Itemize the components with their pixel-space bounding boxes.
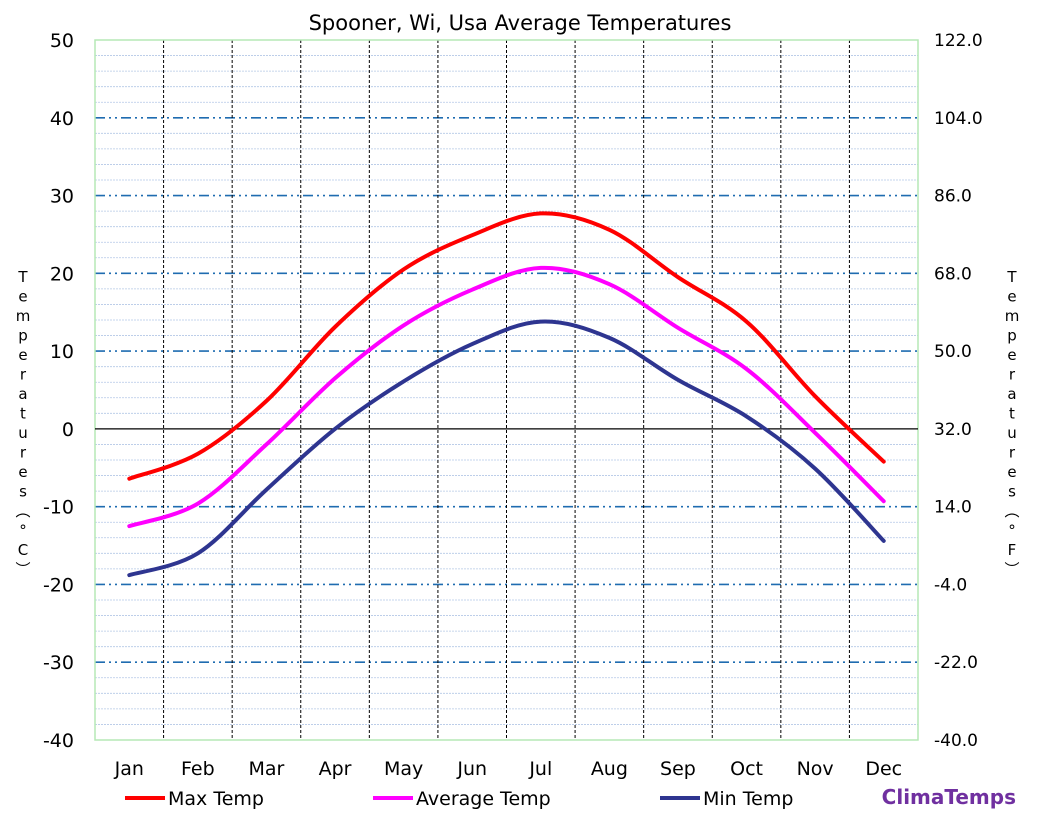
chart-title: Spooner, Wi, Usa Average Temperatures <box>309 11 732 35</box>
left-tick-label: -10 <box>43 497 74 519</box>
right-tick-label: 14.0 <box>934 498 972 518</box>
axis-label-char: r <box>1009 366 1016 384</box>
left-tick-label: -30 <box>43 652 74 674</box>
left-tick-label: 30 <box>50 186 74 208</box>
month-dividers <box>163 40 850 740</box>
right-tick-label: -40.0 <box>934 731 978 751</box>
right-tick-label: -22.0 <box>934 653 978 673</box>
axis-label-char: m <box>1005 307 1020 325</box>
axis-label-char: ° <box>19 522 27 540</box>
axis-label-char: p <box>1007 327 1017 345</box>
left-tick-label: -20 <box>43 574 74 596</box>
month-label: Nov <box>797 758 834 780</box>
month-label: Mar <box>249 758 285 780</box>
month-label: Sep <box>660 758 696 780</box>
max-temp-legend-label: Max Temp <box>168 788 264 810</box>
axis-label-char: r <box>20 444 27 462</box>
axis-label-char: ° <box>1008 522 1016 540</box>
axis-label-char: s <box>19 483 27 501</box>
left-tick-label: -40 <box>43 730 74 752</box>
average-temp-legend-label: Average Temp <box>416 788 551 810</box>
axis-label-char: t <box>1009 405 1015 423</box>
legend: Max Temp Average Temp Min Temp <box>125 788 793 810</box>
plot-frame <box>94 39 919 741</box>
axis-label-char: e <box>1007 346 1016 364</box>
axis-label-char: e <box>18 288 27 306</box>
axis-label-char: T <box>17 268 28 286</box>
left-tick-label: 50 <box>50 30 74 52</box>
month-label: Jan <box>114 758 144 780</box>
left-tick-label: 0 <box>62 419 74 441</box>
axis-label-char: r <box>20 366 27 384</box>
x-axis-labels: Jan Feb Mar Apr May Jun Jul Aug Sep Oct Nov Dec <box>114 758 902 780</box>
axis-label-char: u <box>1007 424 1017 442</box>
min-temp-legend-label: Min Temp <box>703 788 793 810</box>
climatemps-logo: ClimaTemps <box>882 785 1016 809</box>
axis-label-char: ︵ <box>1004 502 1019 520</box>
axis-label-char: r <box>1009 444 1016 462</box>
right-axis-ticks: -40.0 -22.0 -4.0 14.0 32.0 50.0 68.0 86.0 104.0 1… <box>934 31 983 751</box>
left-tick-label: 20 <box>50 263 74 285</box>
axis-label-char: e <box>1007 463 1016 481</box>
axis-label-char: e <box>1007 288 1016 306</box>
axis-label-char: s <box>1008 483 1016 501</box>
left-axis-ticks: -40 -30 -20 -10 0 10 20 30 40 50 <box>43 30 74 752</box>
right-axis-label: Temperatures︵°F︶ <box>1004 268 1019 579</box>
month-label: May <box>384 758 423 780</box>
max-temp-line <box>127 211 886 481</box>
month-label: Dec <box>865 758 902 780</box>
right-tick-label: 50.0 <box>934 342 972 362</box>
axis-label-char: a <box>18 385 27 403</box>
axis-label-char: t <box>20 405 26 423</box>
left-tick-label: 40 <box>50 108 74 130</box>
left-tick-label: 10 <box>50 341 74 363</box>
min-temp-line <box>127 319 886 578</box>
axis-label-char: e <box>18 463 27 481</box>
right-tick-label: 122.0 <box>934 31 983 51</box>
axis-label-char: ︶ <box>1004 561 1019 579</box>
right-tick-label: 68.0 <box>934 264 972 284</box>
month-label: Feb <box>181 758 215 780</box>
axis-label-char: ︶ <box>15 561 30 579</box>
month-label: Jun <box>456 758 487 780</box>
axis-label-char: u <box>18 424 28 442</box>
axis-label-char: m <box>16 307 31 325</box>
month-label: Oct <box>730 758 763 780</box>
axis-label-char: ︵ <box>15 502 30 520</box>
right-tick-label: 104.0 <box>934 109 983 129</box>
month-label: Aug <box>591 758 628 780</box>
axis-label-char: F <box>1008 541 1017 559</box>
right-tick-label: 86.0 <box>934 187 972 207</box>
axis-label-char: C <box>18 541 28 559</box>
right-tick-label: 32.0 <box>934 420 972 440</box>
month-label: Jul <box>528 758 552 780</box>
average-temp-line <box>127 265 886 529</box>
axis-label-char: e <box>18 346 27 364</box>
left-axis-label: Temperatures︵°C︶ <box>15 268 30 579</box>
axis-label-char: T <box>1006 268 1017 286</box>
month-label: Apr <box>319 758 352 780</box>
series-lines <box>127 211 886 578</box>
axis-label-char: a <box>1007 385 1016 403</box>
right-tick-label: -4.0 <box>934 575 967 595</box>
axis-label-char: p <box>18 327 28 345</box>
